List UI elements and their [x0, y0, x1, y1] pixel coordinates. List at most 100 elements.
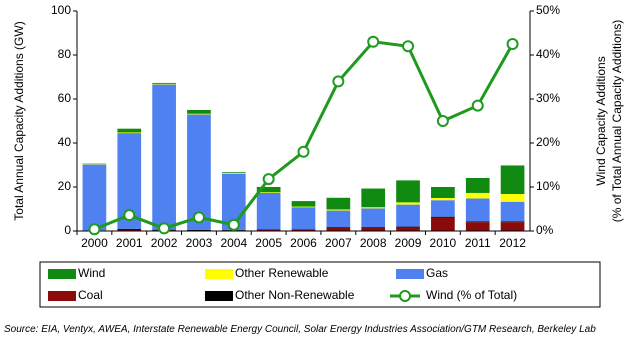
line-marker	[332, 75, 345, 88]
chart: Total Annual Capacity Additions (GW) Win…	[12, 3, 624, 308]
bar-segment	[431, 198, 455, 201]
bar-segment	[326, 197, 351, 210]
legend-label: Coal	[78, 288, 103, 302]
bar-segment	[326, 209, 351, 211]
x-tick-label: 2005	[255, 236, 282, 250]
x-tick-label: 2011	[465, 236, 491, 250]
bar-segment	[326, 227, 351, 228]
bar-segment	[500, 201, 525, 222]
line-marker	[367, 35, 380, 48]
bar-segment	[291, 201, 316, 207]
legend-label: Wind	[78, 266, 105, 280]
bar-segment	[361, 227, 386, 231]
bar-segment	[361, 208, 386, 228]
bar-segment	[291, 206, 316, 208]
bar-segment	[152, 84, 176, 230]
y2-axis-title: Wind Capacity Additions	[594, 56, 608, 185]
line-marker	[471, 99, 484, 112]
x-tick-label: 2004	[220, 236, 247, 250]
legend-marker	[399, 290, 411, 302]
bar-segment	[396, 226, 420, 228]
line-marker	[297, 145, 310, 158]
x-tick-label: 2003	[186, 236, 213, 250]
bar-segment	[187, 229, 211, 231]
legend-swatch	[48, 269, 76, 279]
line-marker	[436, 115, 449, 127]
bar-segment	[396, 202, 420, 205]
bar-segment	[465, 222, 490, 231]
bar-segment	[291, 207, 316, 230]
bar-segment	[465, 192, 490, 199]
bar-segment	[82, 164, 107, 231]
bar-segment	[500, 165, 525, 195]
bar-segment	[431, 187, 455, 198]
y2-tick-label: 10%	[536, 179, 560, 193]
bar-segment	[361, 207, 386, 209]
bar-segment	[291, 229, 316, 230]
bar-segment	[326, 210, 351, 228]
bar-segment	[465, 198, 490, 222]
bar-segment	[431, 216, 455, 218]
legend-label: Gas	[426, 266, 448, 280]
line-marker	[123, 209, 136, 222]
bar-segment	[465, 221, 490, 223]
legend-label: Wind (% of Total)	[426, 288, 517, 302]
bar-segment	[221, 173, 246, 174]
bar-segment	[187, 113, 211, 115]
source-note: Source: EIA, Ventyx, AWEA, Interstate Re…	[4, 324, 596, 335]
bar-segment	[117, 132, 142, 134]
y-tick-label: 40	[58, 135, 72, 149]
bar-segment	[117, 128, 142, 133]
y2-axis-title: (% of Total Annual Capacity Additions)	[610, 20, 624, 223]
bar-segment	[152, 83, 176, 85]
bar-segment	[187, 110, 211, 114]
bar-segment	[431, 200, 455, 217]
legend-label: Other Renewable	[235, 266, 329, 280]
y2-tick-label: 50%	[536, 3, 560, 17]
bar-segment	[256, 187, 281, 193]
bar-segment	[431, 217, 455, 231]
y-axis-title: Total Annual Capacity Additions (GW)	[12, 21, 26, 220]
bar-segment	[117, 228, 142, 230]
bar-segment	[361, 227, 386, 228]
bar-segment	[500, 222, 525, 231]
line-marker	[506, 38, 519, 50]
bar-segment	[82, 163, 107, 165]
legend-swatch	[396, 269, 424, 279]
bar-segment	[221, 172, 246, 174]
line-marker	[227, 218, 240, 231]
bar-segment	[326, 227, 351, 231]
bar-segment	[117, 133, 142, 229]
bar-segment	[396, 180, 420, 203]
bar-segment	[361, 188, 386, 208]
bar-segment	[256, 229, 281, 231]
y-tick-label: 100	[51, 3, 71, 17]
legend-swatch	[205, 269, 233, 279]
x-tick-label: 2008	[360, 236, 387, 250]
bar-segment	[256, 192, 281, 193]
y-tick-label: 0	[64, 223, 71, 237]
line-marker	[88, 223, 101, 236]
x-tick-label: 2007	[325, 236, 352, 250]
y-tick-label: 20	[58, 179, 72, 193]
bar-segment	[291, 229, 316, 231]
x-tick-label: 2006	[290, 236, 317, 250]
line-marker	[402, 40, 415, 53]
bar-segment	[152, 82, 176, 84]
y2-tick-label: 20%	[536, 135, 560, 149]
legend-swatch	[48, 291, 76, 301]
legend-label: Other Non-Renewable	[235, 288, 355, 302]
y2-tick-label: 0%	[536, 223, 554, 237]
legend-swatch	[205, 291, 233, 301]
y2-tick-label: 30%	[536, 91, 560, 105]
bar-segment	[256, 192, 281, 230]
x-tick-label: 2012	[499, 236, 526, 250]
legend-box	[39, 261, 601, 308]
x-tick-label: 2009	[395, 236, 422, 250]
x-tick-label: 2010	[430, 236, 457, 250]
line-marker	[158, 222, 171, 235]
line-marker	[262, 173, 275, 186]
bar-segment	[187, 114, 211, 230]
bar-segment	[500, 221, 525, 223]
